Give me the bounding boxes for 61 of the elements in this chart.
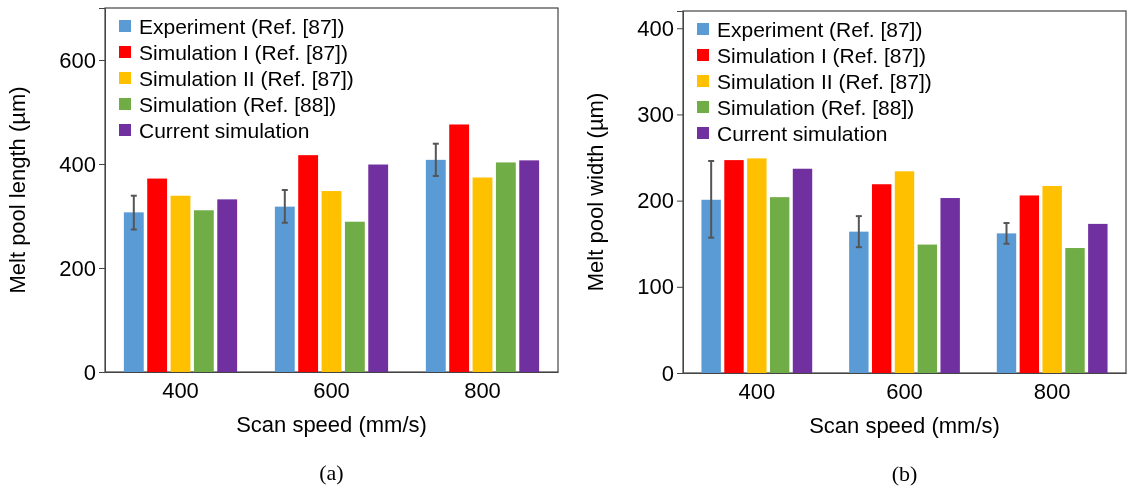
legend-label: Simulation I (Ref. [87]): [717, 44, 926, 67]
bar: [147, 178, 168, 372]
y-axis-title: Melt pool length (µm): [5, 86, 30, 294]
bar: [1088, 223, 1108, 373]
legend-label: Experiment (Ref. [87]): [139, 15, 345, 38]
bar: [274, 206, 295, 372]
y-tick-label: 300: [637, 101, 674, 127]
bar: [940, 198, 960, 373]
legend-label: Current simulation: [139, 119, 310, 142]
bar: [170, 195, 191, 372]
legend-label: Experiment (Ref. [87]): [717, 18, 923, 41]
legend-label: Simulation (Ref. [88]): [717, 96, 915, 119]
x-axis-title: Scan speed (mm/s): [236, 412, 427, 437]
x-tick-label: 800: [464, 377, 501, 403]
bar: [519, 160, 540, 372]
bar: [298, 155, 319, 372]
text: (a): [319, 460, 344, 485]
x-tick-label: 400: [162, 377, 199, 403]
x-tick-label: 400: [738, 378, 776, 404]
y-tick-label: 400: [637, 15, 674, 41]
bar: [344, 221, 365, 372]
bar: [425, 159, 446, 372]
y-tick-label: 0: [83, 359, 96, 385]
legend-label: Simulation II (Ref. [87]): [717, 70, 932, 93]
x-tick-label: 800: [1033, 378, 1071, 404]
bar: [495, 162, 516, 372]
bar: [193, 210, 214, 372]
y-tick-label: 200: [637, 188, 674, 214]
bar: [769, 197, 790, 373]
y-tick-label: 100: [637, 274, 674, 300]
bar: [747, 158, 767, 373]
legend-label: Current simulation: [717, 122, 888, 145]
y-tick-label: 0: [661, 360, 674, 386]
bar: [217, 199, 238, 372]
bar: [1042, 185, 1062, 373]
bar: [849, 231, 869, 373]
bar: [871, 184, 892, 373]
legend-label: Simulation (Ref. [88]): [139, 93, 337, 116]
bar: [792, 168, 813, 373]
bar: [123, 212, 144, 372]
bar: [917, 244, 938, 373]
y-tick-label: 600: [59, 47, 96, 73]
bar: [996, 233, 1017, 373]
bar: [321, 191, 342, 372]
bar: [449, 124, 470, 372]
text: (b): [891, 461, 918, 486]
x-tick-label: 600: [886, 378, 923, 404]
bar: [368, 164, 389, 372]
bar: [724, 160, 744, 373]
x-tick-label: 600: [313, 377, 350, 403]
bar: [472, 177, 493, 372]
y-axis-title: Melt pool width (µm): [583, 92, 608, 292]
y-tick-label: 200: [59, 255, 96, 281]
y-tick-label: 400: [59, 151, 96, 177]
legend-label: Simulation I (Ref. [87]): [139, 41, 348, 64]
bar: [701, 199, 721, 373]
x-axis-title: Scan speed (mm/s): [809, 413, 1000, 438]
bar: [1019, 195, 1040, 373]
legend-label: Simulation II (Ref. [87]): [139, 67, 354, 90]
bar: [894, 171, 915, 373]
bar: [1065, 248, 1085, 373]
